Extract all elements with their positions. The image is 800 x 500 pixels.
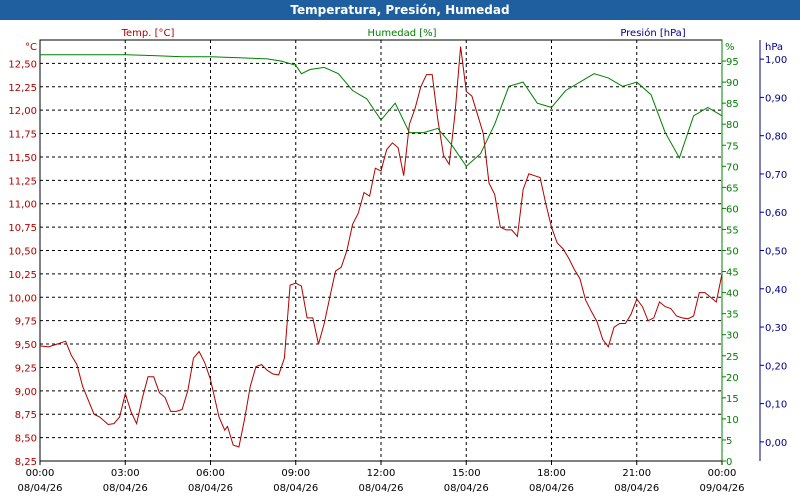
chart: 8,25 8,50 8,75 9,00 9,25 9,50 9,75 10,00 10,25 10… [8, 27, 787, 494]
temperature-tick-label: 10,75 [8, 223, 37, 234]
x-tick-date: 09/04/26 [700, 483, 745, 494]
x-tick-date: 08/04/26 [359, 483, 404, 494]
x-tick-time: 03:00 [111, 468, 140, 479]
pressure-tick-label: 0,00 [765, 438, 787, 449]
x-tick-date: 08/04/26 [273, 483, 318, 494]
temperature-tick-label: 8,25 [15, 457, 37, 468]
humidity-tick-label: 45 [726, 268, 739, 279]
pressure-tick-label: 0,40 [765, 285, 787, 296]
pressure-unit-label: hPa [765, 42, 783, 53]
humidity-tick-label: 50 [726, 247, 739, 258]
pressure-tick-label: 1,00 [765, 55, 787, 66]
x-tick-date: 08/04/26 [614, 483, 659, 494]
pressure-tick-label: 0,50 [765, 247, 787, 258]
temperature-tick-label: 9,75 [15, 317, 37, 328]
humidity-tick-label: 35 [726, 310, 739, 321]
humidity-tick-label: 20 [726, 373, 739, 384]
pressure-tick-label: 0,70 [765, 170, 787, 181]
temperature-tick-label: 8,75 [15, 410, 37, 421]
humidity-tick-label: 95 [726, 57, 739, 68]
humidity-unit-label: % [725, 42, 735, 53]
temperature-unit-label: °C [25, 42, 37, 53]
temperature-tick-label: 12,25 [8, 83, 37, 94]
series-line-humidity [40, 54, 723, 168]
pressure-tick-label: 0,20 [765, 361, 787, 372]
humidity-tick-label: 0 [726, 457, 732, 468]
pressure-tick-label: 0,10 [765, 400, 787, 411]
x-tick-date: 08/04/26 [188, 483, 233, 494]
temperature-tick-label: 10,00 [8, 293, 37, 304]
humidity-tick-label: 40 [726, 289, 739, 300]
temperature-tick-label: 11,50 [8, 153, 37, 164]
temperature-tick-label: 8,50 [15, 434, 37, 445]
x-tick-time: 15:00 [452, 468, 481, 479]
humidity-tick-label: 70 [726, 162, 739, 173]
pressure-tick-label: 0,30 [765, 323, 787, 334]
humidity-tick-label: 85 [726, 99, 739, 110]
temperature-tick-label: 9,25 [15, 363, 37, 374]
humidity-tick-label: 75 [726, 141, 739, 152]
temperature-tick-label: 11,25 [8, 176, 37, 187]
temperature-tick-label: 11,75 [8, 130, 37, 141]
humidity-tick-label: 60 [726, 204, 739, 215]
x-tick-time: 21:00 [622, 468, 651, 479]
humidity-tick-label: 65 [726, 183, 739, 194]
legend-humidity: Humedad [%] [367, 28, 436, 39]
temperature-tick-label: 10,50 [8, 247, 37, 258]
x-tick-date: 08/04/26 [529, 483, 574, 494]
humidity-tick-label: 30 [726, 331, 739, 342]
humidity-tick-label: 15 [726, 394, 739, 405]
x-tick-time: 12:00 [367, 468, 396, 479]
x-tick-time: 06:00 [196, 468, 225, 479]
x-tick-time: 18:00 [537, 468, 566, 479]
humidity-tick-label: 25 [726, 352, 739, 363]
x-tick-date: 08/04/26 [444, 483, 489, 494]
humidity-tick-label: 55 [726, 225, 739, 236]
legend-pressure: Presión [hPa] [620, 27, 685, 39]
temperature-tick-label: 12,50 [8, 59, 37, 70]
window-title: Temperatura, Presión, Humedad [0, 0, 800, 20]
series-line-temperature [39, 46, 723, 448]
pressure-tick-label: 0,90 [765, 93, 787, 104]
temperature-tick-label: 12,00 [8, 106, 37, 117]
humidity-tick-label: 10 [726, 415, 739, 426]
x-tick-time: 00:00 [708, 468, 737, 479]
x-tick-date: 08/04/26 [18, 483, 63, 494]
temperature-tick-label: 9,50 [15, 340, 37, 351]
temperature-tick-label: 9,00 [15, 387, 37, 398]
humidity-tick-label: 90 [726, 78, 739, 89]
pressure-tick-label: 0,80 [765, 132, 787, 143]
x-tick-date: 08/04/26 [103, 483, 148, 494]
temperature-tick-label: 10,25 [8, 270, 37, 281]
temperature-tick-label: 11,00 [8, 200, 37, 211]
x-tick-time: 00:00 [26, 468, 55, 479]
humidity-tick-label: 5 [726, 436, 732, 447]
pressure-tick-label: 0,60 [765, 208, 787, 219]
x-tick-time: 09:00 [281, 468, 310, 479]
legend-temperature: Temp. [°C] [121, 28, 175, 39]
humidity-tick-label: 80 [726, 120, 739, 131]
